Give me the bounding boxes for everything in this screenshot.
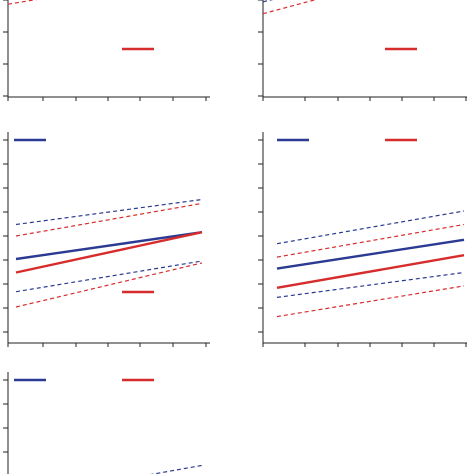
series-line-blue-dashed bbox=[15, 198, 203, 226]
series-line-blue-dashed bbox=[262, 0, 274, 3]
series-line-blue-dashed bbox=[150, 464, 203, 474]
series-line-blue-solid bbox=[276, 238, 465, 270]
chart-panel-top-right bbox=[258, 0, 467, 101]
series-line-red-solid bbox=[276, 254, 465, 289]
series-line-red-dashed bbox=[262, 0, 317, 15]
series-line-red-dashed bbox=[15, 262, 203, 308]
series-line-blue-dashed bbox=[276, 210, 465, 245]
series-line-red-solid bbox=[15, 231, 203, 274]
series-line-red-dashed bbox=[15, 202, 203, 237]
series-line-red-dashed bbox=[276, 285, 465, 318]
series-line-blue-dashed bbox=[15, 260, 203, 293]
chart-panel-middle-right bbox=[258, 132, 467, 347]
series-line-red-dashed bbox=[7, 0, 38, 5]
series-line-blue-solid bbox=[15, 231, 203, 261]
chart-panel-top-left bbox=[3, 0, 210, 101]
chart-panel-middle-left bbox=[3, 132, 210, 347]
series-line-red-dashed bbox=[276, 223, 465, 258]
chart-panel-bottom-left bbox=[3, 372, 203, 474]
series-line-blue-dashed bbox=[276, 271, 465, 298]
